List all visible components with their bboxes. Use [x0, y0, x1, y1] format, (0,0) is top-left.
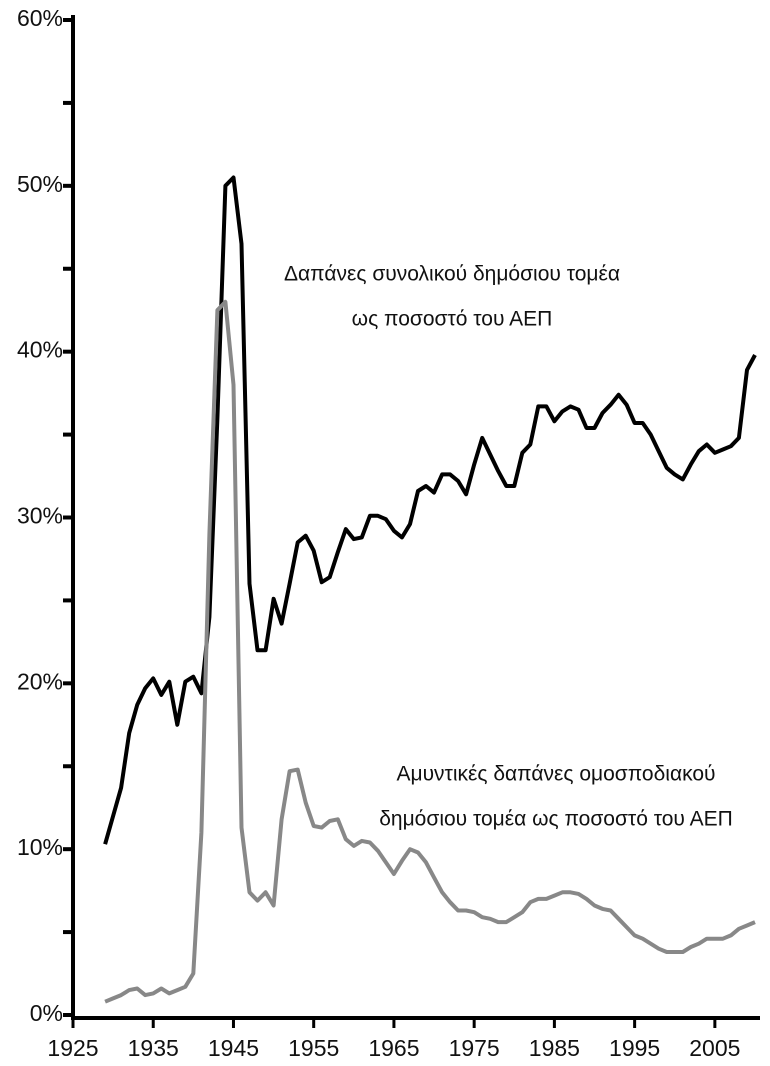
x-tick-label: 1975	[449, 1035, 500, 1061]
x-tick-label: 1945	[208, 1035, 259, 1061]
y-tick-label: 0%	[30, 1000, 63, 1026]
series-line	[103, 175, 757, 845]
y-tick-label: 30%	[17, 503, 63, 529]
y-tick-label: 50%	[17, 171, 63, 197]
x-tick-label: 1935	[128, 1035, 179, 1061]
x-tick-label: 1965	[368, 1035, 419, 1061]
y-tick-label: 10%	[17, 834, 63, 860]
annotation: Δαπάνες συνολικού δημόσιου τομέα	[284, 263, 620, 286]
y-tick-label: 40%	[17, 337, 63, 363]
y-tick-label: 20%	[17, 668, 63, 694]
x-tick-label: 1955	[288, 1035, 339, 1061]
annotation: Αμυντικές δαπάνες ομοσποδιακού	[396, 763, 715, 786]
x-tick-label: 1985	[529, 1035, 580, 1061]
series-line	[104, 299, 756, 1004]
x-tick-label: 1925	[47, 1035, 98, 1061]
annotation: δημόσιου τομέα ως ποσοστό του ΑΕΠ	[379, 808, 733, 831]
y-tick-label: 60%	[17, 5, 63, 31]
x-tick-label: 2005	[689, 1035, 740, 1061]
annotation: ως ποσοστό του ΑΕΠ	[352, 308, 553, 331]
x-tick-label: 1995	[609, 1035, 660, 1061]
